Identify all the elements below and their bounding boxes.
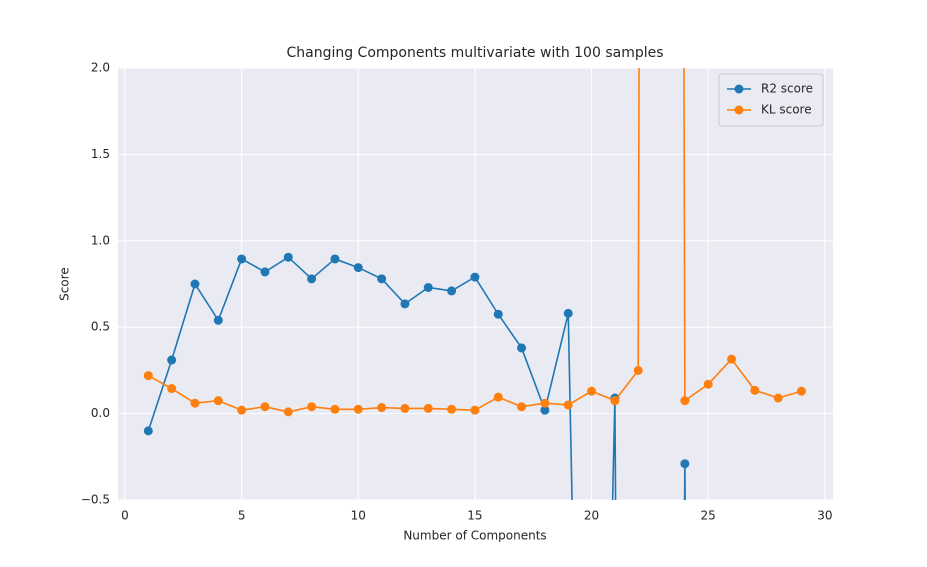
- data-point: [517, 343, 527, 353]
- legend-label: KL score: [761, 103, 812, 117]
- y-tick-label: 2.0: [91, 61, 110, 75]
- data-point: [330, 254, 340, 264]
- x-tick-label: 25: [701, 509, 716, 523]
- data-point: [330, 404, 340, 414]
- y-tick-label: 0.5: [91, 320, 110, 334]
- legend-marker: [734, 105, 744, 115]
- data-point: [587, 386, 597, 396]
- x-tick-label: 30: [817, 509, 832, 523]
- data-point: [540, 405, 550, 415]
- data-point: [797, 386, 807, 396]
- legend-box: [718, 73, 824, 127]
- x-tick-label: 10: [351, 509, 366, 523]
- data-point: [470, 405, 480, 415]
- data-point: [190, 398, 200, 408]
- data-point: [447, 286, 457, 296]
- data-point: [167, 355, 177, 365]
- data-point: [517, 402, 527, 412]
- data-point: [447, 404, 457, 414]
- data-point: [237, 405, 247, 415]
- x-tick-label: 0: [121, 509, 129, 523]
- legend-label: R2 score: [761, 82, 813, 96]
- data-point: [680, 459, 690, 469]
- data-point: [750, 385, 760, 395]
- plot-area: [118, 68, 833, 500]
- y-tick-label: 1.0: [91, 233, 110, 247]
- data-point: [423, 282, 433, 292]
- data-point: [400, 403, 410, 413]
- x-tick-label: 20: [584, 509, 599, 523]
- data-point: [377, 403, 387, 413]
- data-point: [470, 272, 480, 282]
- data-point: [703, 379, 713, 389]
- y-tick-label: 1.5: [91, 147, 110, 161]
- data-point: [493, 309, 503, 319]
- chart-title: Changing Components multivariate with 10…: [286, 45, 663, 61]
- legend-marker: [734, 84, 744, 94]
- data-point: [563, 308, 573, 318]
- y-tick-label: 0.0: [91, 406, 110, 420]
- y-tick-label: −0.5: [81, 493, 110, 507]
- data-point: [283, 252, 293, 262]
- data-point: [143, 371, 153, 381]
- data-point: [143, 426, 153, 436]
- data-point: [307, 402, 317, 412]
- x-tick-label: 15: [467, 509, 482, 523]
- data-point: [237, 254, 247, 264]
- data-point: [773, 393, 783, 403]
- data-point: [260, 267, 270, 277]
- x-axis-label: Number of Components: [403, 529, 546, 543]
- x-tick-label: 5: [238, 509, 246, 523]
- data-point: [190, 279, 200, 289]
- data-point: [213, 315, 223, 325]
- data-point: [260, 402, 270, 412]
- data-point: [423, 403, 433, 413]
- data-point: [353, 404, 363, 414]
- data-point: [563, 400, 573, 410]
- data-point: [353, 263, 363, 273]
- data-point: [493, 392, 503, 402]
- data-point: [377, 274, 387, 284]
- data-point: [400, 299, 410, 309]
- data-point: [680, 396, 690, 406]
- data-point: [283, 407, 293, 417]
- legend: R2 score KL score: [718, 73, 824, 127]
- data-point: [727, 354, 737, 364]
- data-point: [307, 274, 317, 284]
- data-point: [610, 396, 620, 406]
- series-group: [143, 68, 807, 500]
- data-point: [167, 384, 177, 394]
- data-point: [540, 398, 550, 408]
- data-point: [633, 365, 643, 375]
- y-axis-label: Score: [58, 267, 72, 301]
- data-point: [213, 396, 223, 406]
